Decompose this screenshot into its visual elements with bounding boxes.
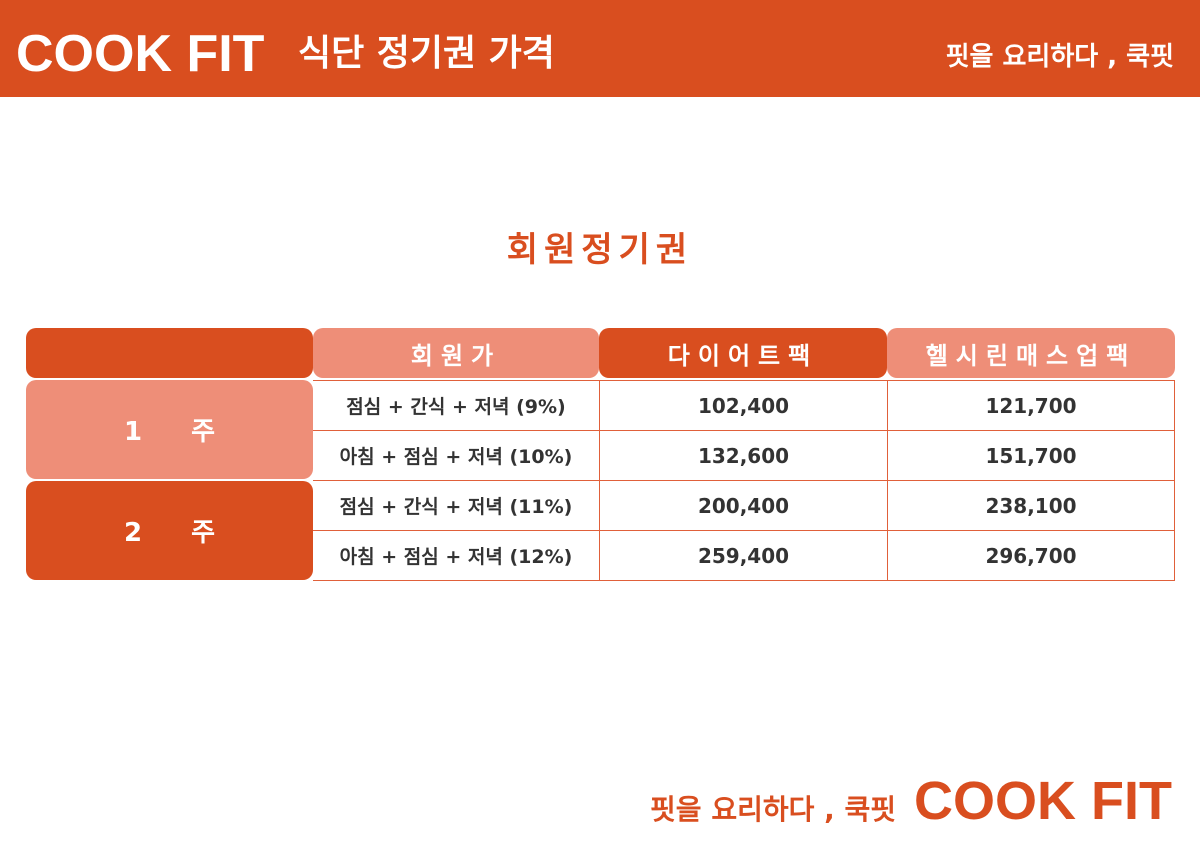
healthy-price-cell: 151,700 (887, 431, 1175, 480)
diet-price-cell: 132,600 (599, 431, 887, 480)
group-label-1-week: 1 주 (26, 380, 313, 479)
price-table: 점심 + 간식 + 저녁 (9%) 102,400 121,700 아침 + 점… (313, 380, 1175, 581)
table-row: 아침 + 점심 + 저녁 (12%) 259,400 296,700 (313, 531, 1175, 581)
footer-slogan: 핏을 요리하다 , 쿡핏 (650, 793, 897, 826)
plan-cell: 아침 + 점심 + 저녁 (10%) (339, 446, 573, 468)
healthy-price-cell: 121,700 (887, 381, 1175, 430)
healthy-price-cell: 238,100 (887, 481, 1175, 530)
header-bar: COOK FIT 식단 정기권 가격 핏을 요리하다 , 쿡핏 (0, 0, 1200, 97)
section-title: 회원정기권 (506, 230, 694, 270)
column-header-diet-pack: 다이어트팩 (599, 328, 887, 378)
table-row: 점심 + 간식 + 저녁 (9%) 102,400 121,700 (313, 381, 1175, 431)
column-header-member-price: 회원가 (313, 328, 599, 378)
footer-brand-logo: COOK FIT (914, 771, 1172, 831)
plan-cell: 점심 + 간식 + 저녁 (11%) (339, 496, 573, 518)
page-title: 식단 정기권 가격 (298, 33, 555, 74)
diet-price-cell: 102,400 (599, 381, 887, 430)
table-row: 아침 + 점심 + 저녁 (10%) 132,600 151,700 (313, 431, 1175, 481)
brand-logo: COOK FIT (16, 25, 265, 83)
column-header-healthy-lean-massup-pack: 헬시린매스업팩 (887, 328, 1175, 378)
diet-price-cell: 259,400 (599, 531, 887, 580)
header-slogan: 핏을 요리하다 , 쿡핏 (945, 42, 1174, 72)
plan-cell: 점심 + 간식 + 저녁 (9%) (346, 396, 566, 418)
table-corner-header (26, 328, 313, 378)
healthy-price-cell: 296,700 (887, 531, 1175, 580)
footer: 핏을 요리하다 , 쿡핏 COOK FIT (650, 771, 1172, 831)
diet-price-cell: 200,400 (599, 481, 887, 530)
table-row: 점심 + 간식 + 저녁 (11%) 200,400 238,100 (313, 481, 1175, 531)
group-label-2-week: 2 주 (26, 481, 313, 580)
plan-cell: 아침 + 점심 + 저녁 (12%) (339, 546, 573, 568)
